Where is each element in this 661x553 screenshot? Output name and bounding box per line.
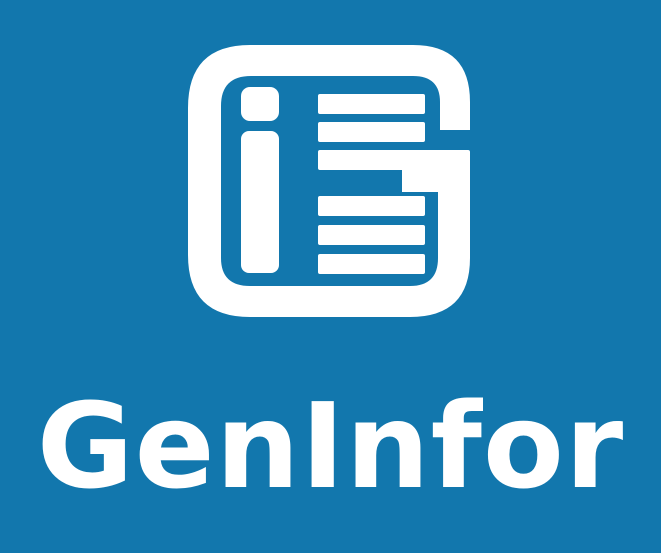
- document-line-icon: [318, 122, 425, 142]
- i-dot-icon: [241, 87, 279, 121]
- document-line-icon: [318, 94, 425, 114]
- brand-wordmark: GenInfor: [36, 377, 625, 515]
- g-frame-icon: [188, 45, 470, 317]
- document-line-icon: [318, 254, 425, 274]
- document-line-icon: [318, 150, 470, 170]
- document-line-icon: [318, 196, 425, 216]
- document-line-icon: [318, 225, 425, 245]
- i-stem-icon: [241, 131, 279, 273]
